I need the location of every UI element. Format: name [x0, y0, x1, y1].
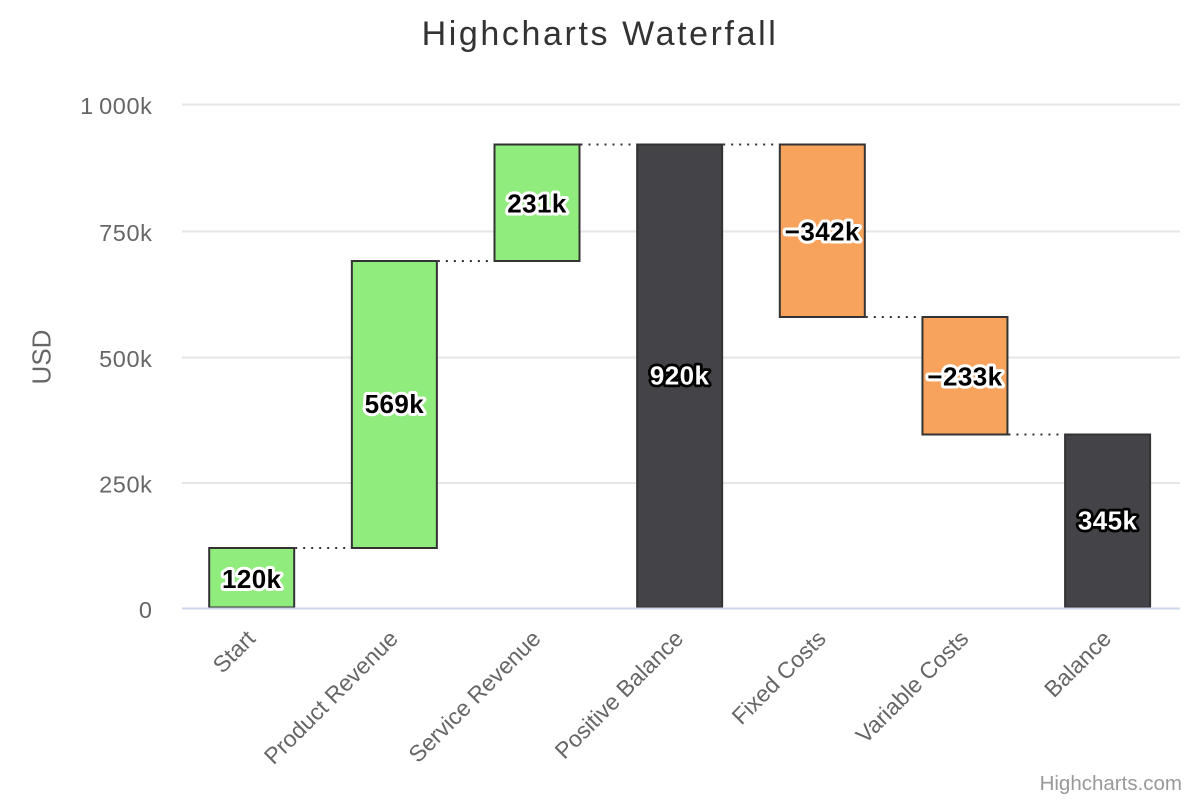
svg-text:920k: 920k	[650, 361, 710, 391]
svg-text:750k: 750k	[99, 220, 152, 246]
svg-text:250k: 250k	[99, 472, 152, 498]
svg-text:0: 0	[139, 597, 153, 623]
svg-text:−233k: −233k	[927, 362, 1002, 392]
svg-text:USD: USD	[26, 330, 56, 385]
svg-text:Highcharts Waterfall: Highcharts Waterfall	[422, 15, 779, 53]
svg-text:500k: 500k	[99, 346, 152, 372]
svg-text:Highcharts.com: Highcharts.com	[1040, 772, 1182, 795]
svg-text:345k: 345k	[1078, 506, 1138, 536]
svg-text:120k: 120k	[222, 564, 282, 594]
svg-text:−342k: −342k	[785, 217, 860, 247]
svg-text:231k: 231k	[507, 189, 567, 219]
svg-text:1 000k: 1 000k	[80, 93, 152, 119]
svg-text:569k: 569k	[365, 389, 425, 419]
